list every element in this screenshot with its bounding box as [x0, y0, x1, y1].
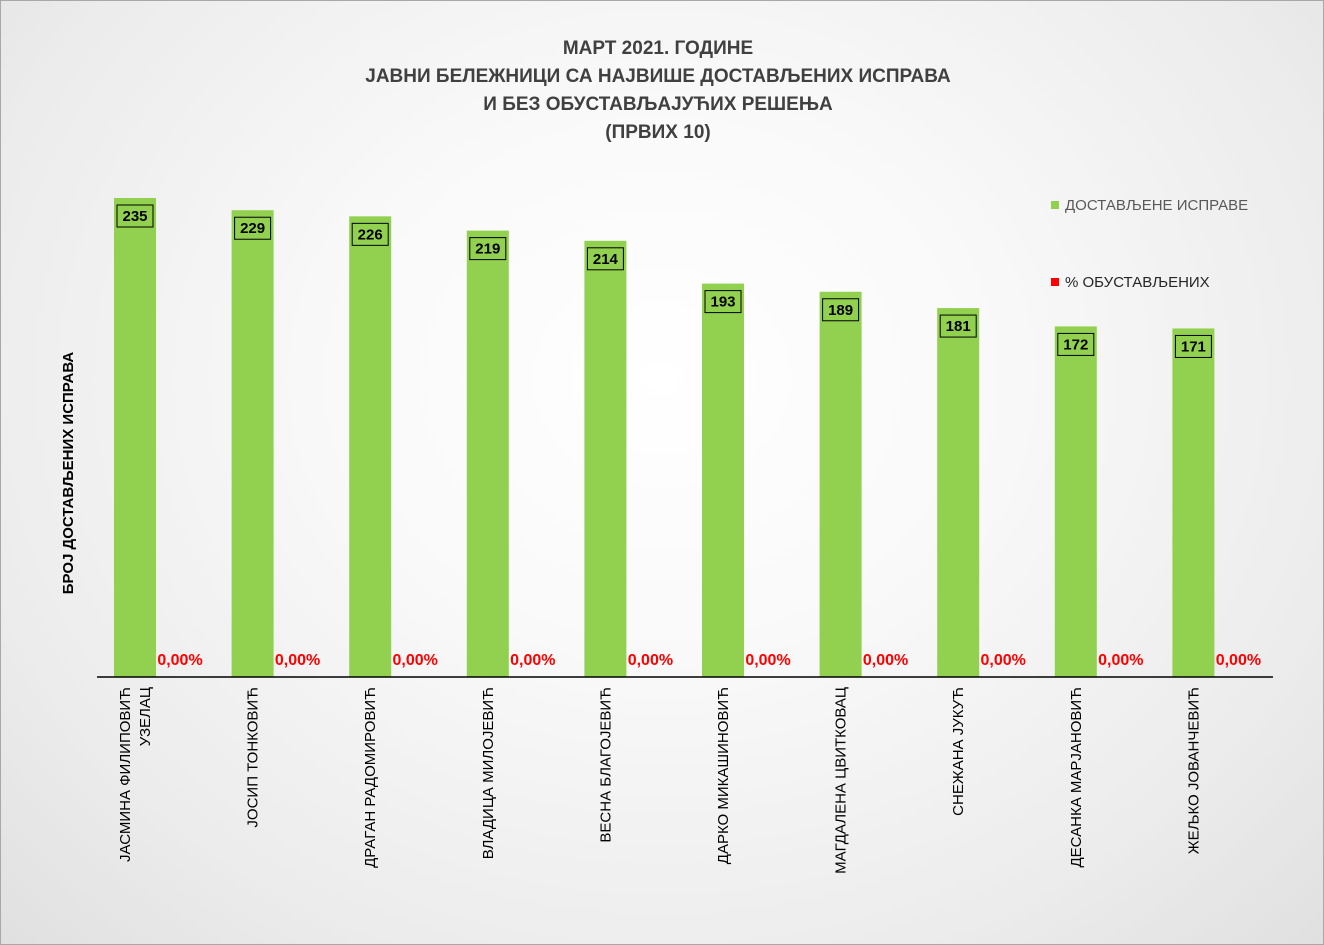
bar-value-box-10: [1174, 334, 1212, 358]
percent-labels-layer: 0,00% 0,00% 0,00% 0,00% 0,00% 0,00% 0,00% 0,00%…: [157, 652, 1261, 669]
bar-value-label-2: 229: [240, 220, 265, 237]
percent-label-10: 0,00%: [1216, 652, 1261, 669]
bar-1: [114, 198, 156, 677]
category-labels-layer: ЈАСМИНА ФИЛИПОВИЋ УЗЕЛАЦ ЈОСИП ТОНКОВИЋ ДРА…: [117, 687, 1202, 874]
bar-value-label-1: 235: [122, 208, 147, 225]
bar-value-box-7: [822, 298, 860, 322]
bar-value-box-6: [704, 290, 742, 314]
bar-9: [1054, 326, 1097, 677]
bar-10: [1172, 328, 1215, 677]
legend-swatch-delivered: [1051, 201, 1059, 209]
legend-label-delivered: ДОСТАВЉЕНЕ ИСПРАВЕ: [1065, 197, 1248, 214]
category-label-10: ЖЕЉКО ЈОВАНЧЕВИЋ: [1185, 687, 1202, 854]
percent-label-8: 0,00%: [981, 652, 1026, 669]
bar-value-label-7: 189: [828, 302, 853, 319]
bars-layer: 235 229 226 219 214 193 189 181 172 171: [114, 198, 1215, 678]
category-label-6: ДАРКО МИКАШИНОВИЋ: [715, 687, 732, 864]
bar-value-label-8: 181: [946, 318, 971, 335]
percent-label-9: 0,00%: [1098, 652, 1143, 669]
bar-4: [466, 230, 509, 677]
percent-label-1: 0,00%: [157, 652, 202, 669]
category-label-8: СНЕЖАНА ЈУКУЋ: [950, 687, 967, 816]
bar-value-label-6: 193: [710, 294, 735, 311]
bar-value-box-8: [939, 314, 977, 338]
category-label-9: ДЕСАНКА МАРЈАНОВИЋ: [1068, 687, 1085, 868]
category-label-2: ЈОСИП ТОНКОВИЋ: [245, 687, 262, 828]
percent-label-5: 0,00%: [628, 652, 673, 669]
bar-value-label-9: 172: [1063, 336, 1088, 353]
bar-value-label-10: 171: [1181, 338, 1206, 355]
legend: ДОСТАВЉЕНЕ ИСПРАВЕ % ОБУСТАВЉЕНИХ: [1051, 197, 1248, 291]
category-label-5: ВЕСНА БЛАГОЈЕВИЋ: [597, 687, 614, 843]
bar-value-label-3: 226: [358, 226, 383, 243]
bar-value-box-2: [234, 216, 272, 240]
bar-2: [231, 210, 274, 677]
category-label-4: ВЛАДИЦА МИЛОЈЕВИЋ: [480, 687, 497, 859]
chart-title-line-1: МАРТ 2021. ГОДИНЕ: [562, 38, 754, 59]
bar-6: [702, 283, 744, 677]
category-label-1-line-2: УЗЕЛАЦ: [137, 687, 154, 746]
bar-value-box-4: [469, 237, 507, 261]
chart-title-line-2: ЈАВНИ БЕЛЕЖНИЦИ СА НАЈВИШЕ ДОСТАВЉЕНИХ И…: [365, 66, 951, 87]
category-label-1-line-1: ЈАСМИНА ФИЛИПОВИЋ: [117, 687, 134, 862]
bar-8: [937, 308, 980, 677]
bar-value-label-5: 214: [593, 251, 619, 268]
chart-title-line-4: (ПРВИХ 10): [605, 122, 711, 143]
bar-value-box-9: [1057, 332, 1095, 356]
percent-label-4: 0,00%: [510, 652, 555, 669]
y-axis-label: БРОЈ ДОСТАВЉЕНИХ ИСПРАВА: [60, 352, 77, 595]
percent-label-7: 0,00%: [863, 652, 908, 669]
legend-swatch-suspended: [1051, 278, 1059, 286]
bar-value-label-4: 219: [475, 241, 500, 258]
chart-title-line-3: И БЕЗ ОБУСТАВЉАЈУЋИХ РЕШЕЊА: [483, 94, 833, 115]
bar-3: [349, 216, 392, 678]
bar-7: [819, 291, 862, 677]
chart-title: МАРТ 2021. ГОДИНЕ ЈАВНИ БЕЛЕЖНИЦИ СА НАЈ…: [1, 35, 1315, 147]
category-label-7: МАГДАЛЕНА ЦВИТКОВАЦ: [833, 687, 850, 874]
percent-label-3: 0,00%: [393, 652, 438, 669]
bar-value-box-5: [586, 247, 624, 271]
percent-label-6: 0,00%: [745, 652, 790, 669]
bar-5: [584, 240, 627, 677]
bar-value-box-1: [116, 204, 154, 228]
category-label-3: ДРАГАН РАДОМИРОВИЋ: [362, 687, 379, 868]
legend-label-suspended: % ОБУСТАВЉЕНИХ: [1065, 274, 1210, 291]
percent-label-2: 0,00%: [275, 652, 320, 669]
bar-value-box-3: [351, 222, 389, 246]
